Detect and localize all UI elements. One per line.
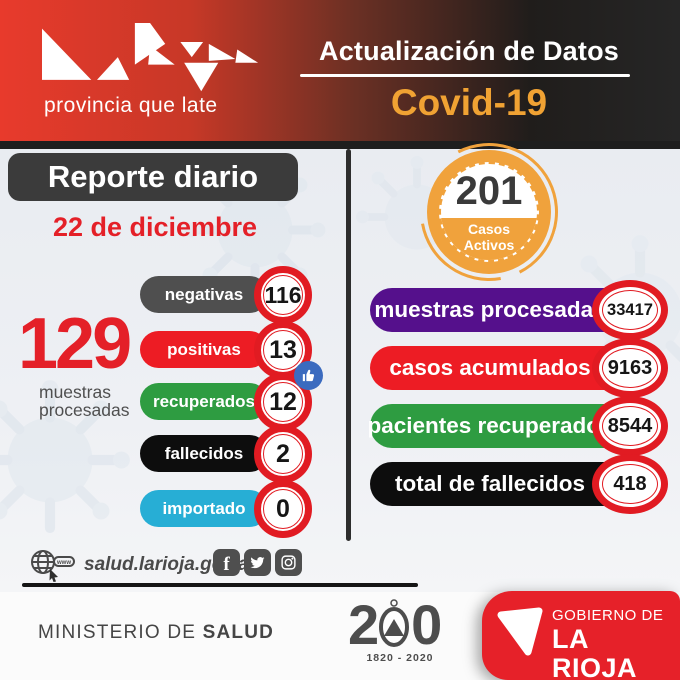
active-cases-inner: 201 Casos Activos	[439, 162, 539, 262]
svg-text:www: www	[56, 560, 71, 566]
samples-processed-caption: muestras procesadas	[39, 382, 130, 420]
stat-badge-negativas: 116	[254, 266, 312, 324]
bicentennial-emblem	[379, 599, 410, 647]
stat-badge-importado: 0	[254, 480, 312, 538]
globe-www-icon: www	[31, 550, 75, 582]
header-underline	[300, 74, 630, 77]
government-triangle-logo	[497, 607, 543, 656]
stat-pill-fallecidos: fallecidos	[140, 435, 268, 472]
government-badge: GOBIERNO DE LA RIOJA	[482, 591, 680, 680]
instagram-icon[interactable]	[275, 549, 302, 576]
report-title: Reporte diario	[47, 159, 259, 194]
stat-badge-fallecidos: 2	[254, 425, 312, 483]
twitter-icon[interactable]	[244, 549, 271, 576]
stat-badge-muestras-procesadas: 33417	[592, 280, 668, 340]
stat-pill-total-fallecidos: total de fallecidos	[370, 462, 640, 506]
virus-watermark	[0, 375, 135, 550]
stat-pill-positivas: positivas	[140, 331, 268, 368]
stat-badge-total-fallecidos: 418	[592, 454, 668, 514]
stat-pill-importado: importado	[140, 490, 268, 527]
header: provincia que late Actualización de Dato…	[0, 0, 680, 141]
footer-rule	[22, 583, 418, 587]
active-cases-label: Casos Activos	[441, 218, 537, 260]
header-divider-band	[0, 141, 680, 149]
ministry-label: MINISTERIO DE SALUD	[38, 622, 275, 643]
stat-pill-negativas: negativas	[140, 276, 268, 313]
stat-pill-muestras-procesadas: muestras procesadas	[370, 288, 640, 332]
panel-divider	[346, 149, 351, 541]
active-cases-value: 201	[455, 169, 523, 213]
samples-processed-count: 129	[18, 304, 132, 384]
logo-tagline: provincia que late	[44, 94, 218, 117]
facebook-icon[interactable]: f	[213, 549, 240, 576]
report-title-box: Reporte diario	[8, 153, 298, 201]
bicentennial-years: 1820 - 2020	[366, 652, 434, 664]
la-rioja-logo	[42, 22, 259, 92]
government-label: GOBIERNO DE LA RIOJA	[552, 607, 664, 680]
header-subtitle: Covid-19	[390, 82, 548, 123]
report-date: 22 de diciembre	[52, 212, 258, 242]
stat-pill-recuperados: recuperados	[140, 383, 268, 420]
header-title: Actualización de Datos	[319, 36, 619, 66]
stat-badge-casos-acumulados: 9163	[592, 338, 668, 398]
stat-badge-pacientes-recuperados: 8544	[592, 396, 668, 456]
bicentennial-logo: 2 0	[348, 593, 442, 656]
thumbs-up-icon	[294, 361, 323, 390]
